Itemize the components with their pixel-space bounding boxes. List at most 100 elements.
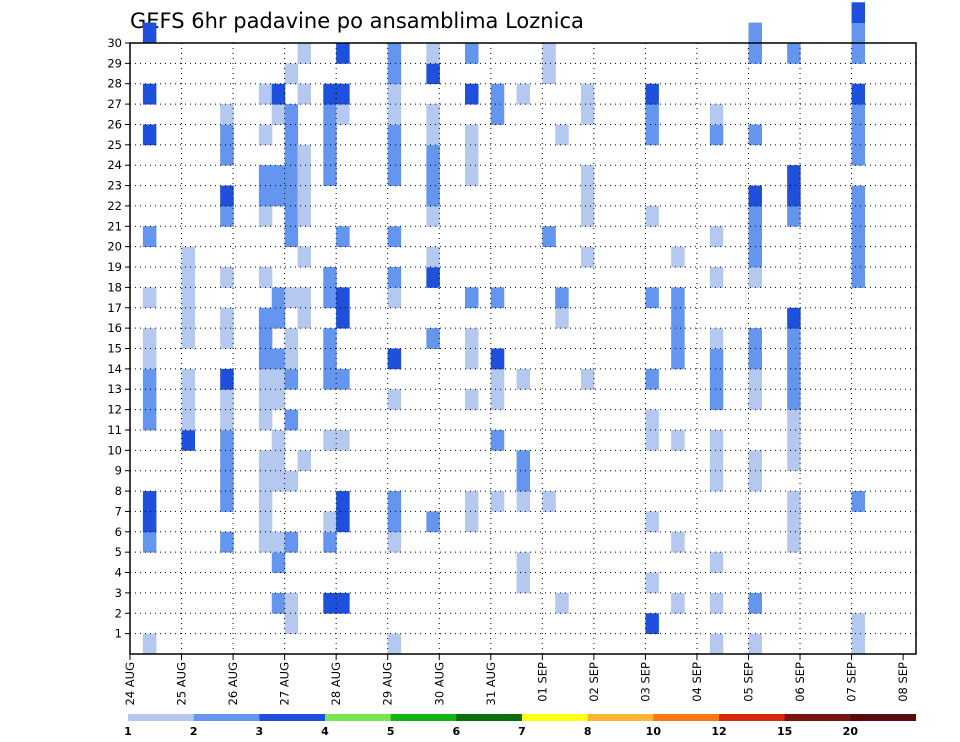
precip-cell — [220, 409, 234, 431]
precip-cell — [336, 287, 350, 309]
x-tick-label: 27 AUG — [278, 662, 292, 705]
precip-cell — [645, 104, 659, 125]
colorbar-swatch — [850, 714, 916, 721]
precip-cell — [555, 307, 569, 329]
precip-cell — [387, 633, 402, 655]
precip-cell — [851, 104, 866, 125]
precip-cell — [258, 531, 273, 553]
precip-cell — [258, 267, 273, 288]
precip-cell — [181, 287, 196, 309]
x-tick-label: 24 AUG — [123, 662, 137, 705]
precip-cell — [645, 613, 659, 635]
precip-cell — [284, 165, 299, 186]
precip-cell — [336, 104, 350, 125]
y-tick-label: 5 — [115, 545, 122, 559]
y-tick-label: 2 — [115, 606, 122, 620]
precip-cell — [297, 246, 311, 268]
precip-cell — [426, 267, 440, 288]
precip-cell — [271, 368, 286, 390]
precip-cell — [258, 389, 273, 410]
precip-cell — [323, 144, 337, 166]
precip-cell — [258, 409, 273, 431]
precip-cell — [851, 185, 866, 207]
precip-cell — [271, 531, 286, 553]
y-tick-label: 26 — [107, 117, 122, 131]
y-tick-label: 27 — [107, 97, 122, 111]
precip-cell — [671, 348, 685, 370]
precip-cell — [323, 124, 337, 146]
precip-cell — [323, 348, 337, 370]
precip-cell — [284, 124, 299, 146]
precip-cell — [336, 592, 350, 614]
precip-cell — [709, 450, 724, 472]
cells-layer — [142, 2, 866, 655]
precip-cell — [645, 409, 659, 431]
precip-cell — [142, 409, 157, 431]
colorbar-swatch — [325, 714, 392, 721]
colorbar-label: 6 — [453, 725, 461, 738]
colorbar-label: 15 — [777, 725, 792, 738]
precip-cell — [336, 368, 350, 390]
precip-cell — [490, 491, 505, 512]
precip-cell — [787, 491, 801, 512]
precip-cell — [142, 226, 157, 248]
x-tick-label: 08 SEP — [896, 662, 910, 702]
y-tick-label: 3 — [115, 586, 122, 600]
precip-cell — [220, 124, 234, 146]
precip-cell — [284, 348, 299, 370]
colorbar-swatch — [587, 714, 654, 721]
precip-cell — [284, 205, 299, 227]
precip-cell — [297, 185, 311, 207]
precip-cell — [580, 205, 595, 227]
colorbar-label: 4 — [321, 725, 329, 738]
precip-cell — [465, 144, 479, 166]
precip-cell — [142, 124, 157, 146]
colorbar-swatch — [719, 714, 786, 721]
precip-cell — [709, 429, 724, 451]
precip-cell — [336, 43, 350, 64]
precip-cell — [271, 470, 286, 492]
precip-cell — [323, 267, 337, 288]
precip-cell — [645, 83, 659, 105]
precip-cell — [748, 633, 762, 655]
colorbar-swatch — [193, 714, 260, 721]
precip-cell — [271, 450, 286, 472]
precip-cell — [748, 389, 762, 410]
precip-cell — [258, 491, 273, 512]
precip-cell — [787, 511, 801, 533]
precip-cell — [465, 511, 479, 533]
precip-cell — [516, 470, 531, 492]
precip-cell — [465, 328, 479, 349]
colorbar-swatch — [784, 714, 851, 721]
precip-cell — [709, 389, 724, 410]
precip-cell — [787, 165, 801, 186]
y-tick-label: 29 — [107, 56, 122, 70]
precip-cell — [709, 104, 724, 125]
precip-cell — [387, 287, 402, 309]
precip-cell — [465, 348, 479, 370]
precip-cell — [220, 205, 234, 227]
precip-cell — [671, 328, 685, 349]
colorbar-label: 12 — [711, 725, 726, 738]
precip-cell — [387, 389, 402, 410]
precip-cell — [181, 409, 196, 431]
y-tick-label: 9 — [115, 464, 122, 478]
precip-cell — [220, 531, 234, 553]
precip-cell — [336, 226, 350, 248]
precip-cell — [142, 287, 157, 309]
precip-cell — [271, 307, 286, 329]
colorbar-swatch — [390, 714, 457, 721]
precip-cell — [284, 470, 299, 492]
precip-cell — [490, 389, 505, 410]
colorbar-label: 10 — [646, 725, 662, 738]
precip-cell — [645, 511, 659, 533]
y-tick-label: 14 — [107, 362, 122, 376]
precip-cell — [181, 267, 196, 288]
precip-cell — [490, 83, 505, 105]
precip-cell — [271, 185, 286, 207]
colorbar-label: 8 — [584, 725, 592, 738]
precip-cell — [142, 633, 157, 655]
precip-cell — [220, 267, 234, 288]
precip-cell — [748, 470, 762, 492]
y-tick-label: 25 — [107, 138, 122, 152]
